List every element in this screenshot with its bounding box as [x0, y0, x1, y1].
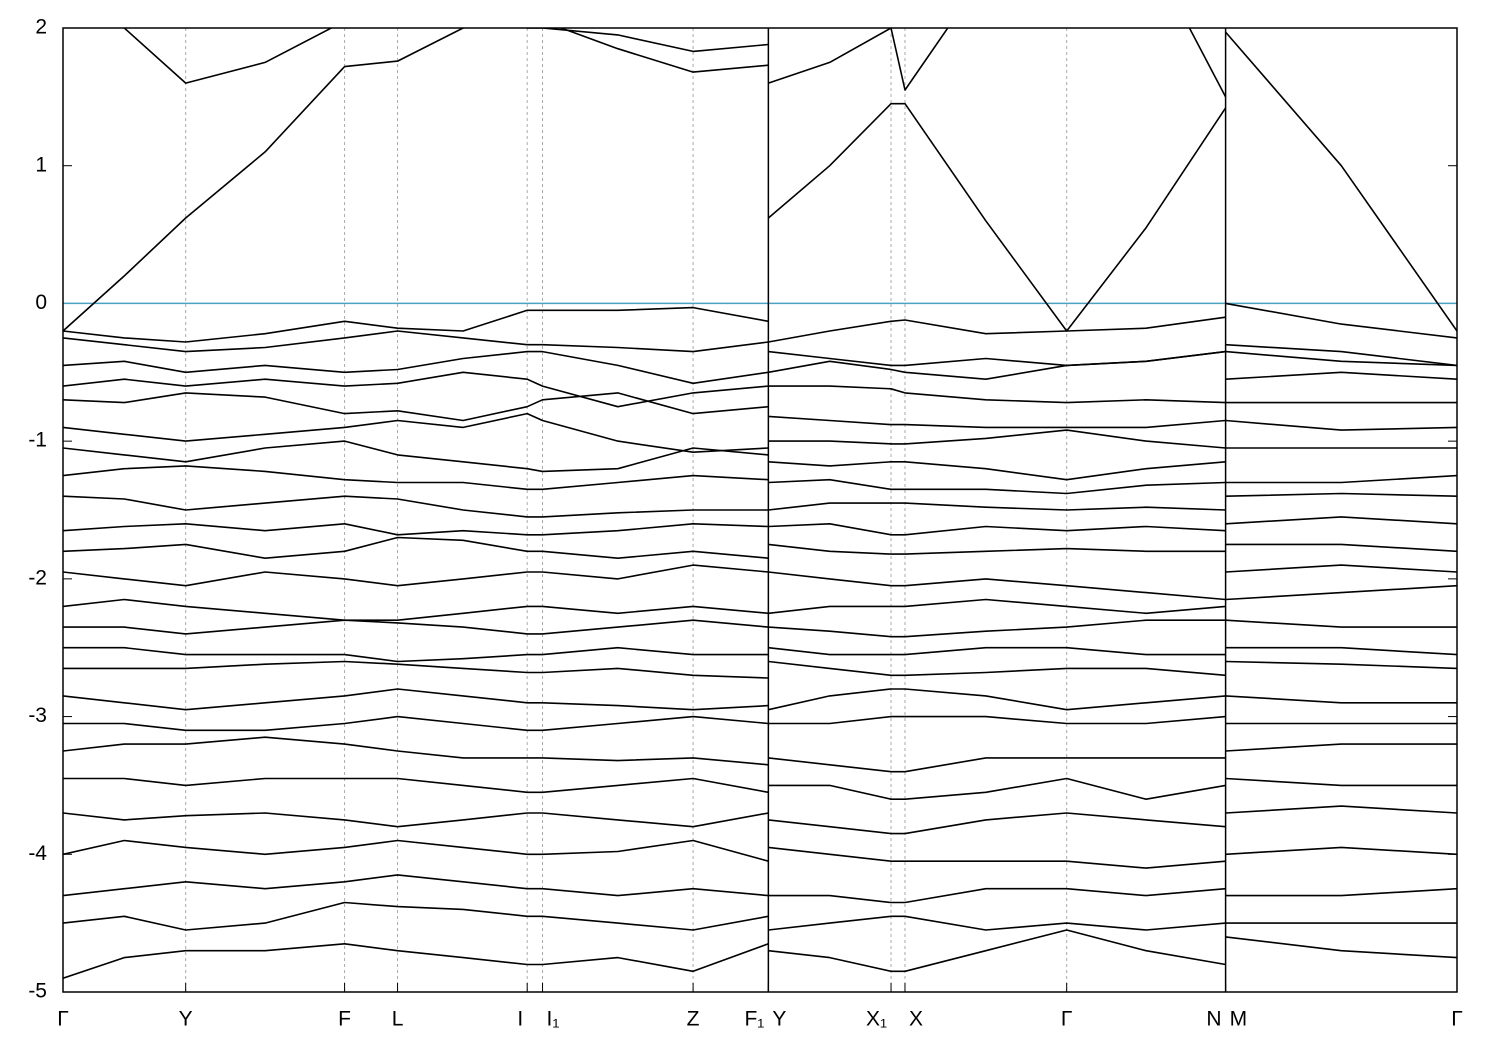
band	[63, 929, 1457, 979]
y-tick-label: -2	[28, 566, 47, 589]
y-tick-label: -4	[28, 842, 47, 865]
x-tick-label: Γ	[57, 1008, 69, 1031]
x-tick-label: L	[392, 1008, 404, 1031]
x-tick-label: I	[517, 1008, 523, 1031]
x-tick-label: N	[1206, 1008, 1221, 1031]
band	[63, 839, 1457, 869]
band	[63, 874, 1457, 904]
y-tick-label: -5	[28, 980, 47, 1003]
plot-frame	[62, 27, 1458, 993]
x-tick-label: Y	[179, 1008, 193, 1031]
x-tick-label: F	[338, 1008, 351, 1031]
x-tick-label: F₁	[744, 1008, 764, 1031]
band	[63, 371, 1457, 408]
x-tick-label: X	[909, 1008, 923, 1031]
band	[63, 392, 1457, 429]
band	[63, 736, 1457, 773]
x-tick-label: Y	[772, 1008, 786, 1031]
y-tick-label: 0	[35, 291, 47, 314]
bands	[63, 28, 1457, 979]
y-tick-label: 1	[35, 153, 47, 176]
band	[63, 660, 1457, 679]
band	[63, 302, 1457, 343]
band	[63, 777, 1457, 800]
band	[63, 619, 1457, 638]
band	[63, 465, 1457, 495]
band	[63, 901, 1457, 931]
band	[63, 584, 1457, 621]
band	[63, 805, 1457, 835]
band	[63, 516, 1457, 536]
band	[63, 330, 1457, 367]
band	[63, 440, 1457, 481]
band	[63, 492, 1457, 518]
band	[63, 536, 1457, 559]
band	[63, 646, 1457, 663]
x-tick-label: Z	[687, 1008, 700, 1031]
band	[63, 688, 1457, 711]
band	[63, 350, 1457, 385]
x-tick-label: M	[1230, 1008, 1248, 1031]
band	[63, 412, 1457, 453]
x-tick-label: I₁	[547, 1008, 560, 1031]
band	[63, 715, 1457, 732]
x-tick-label: Γ	[1061, 1008, 1073, 1031]
x-tick-label: X₁	[866, 1008, 887, 1031]
band	[123, 28, 1227, 98]
y-tick-label: 2	[35, 16, 47, 39]
y-tick-label: -3	[28, 704, 47, 727]
y-tick-label: -1	[28, 429, 47, 452]
band	[63, 28, 1457, 332]
x-tick-label: Γ	[1451, 1008, 1463, 1031]
band	[63, 564, 1457, 601]
